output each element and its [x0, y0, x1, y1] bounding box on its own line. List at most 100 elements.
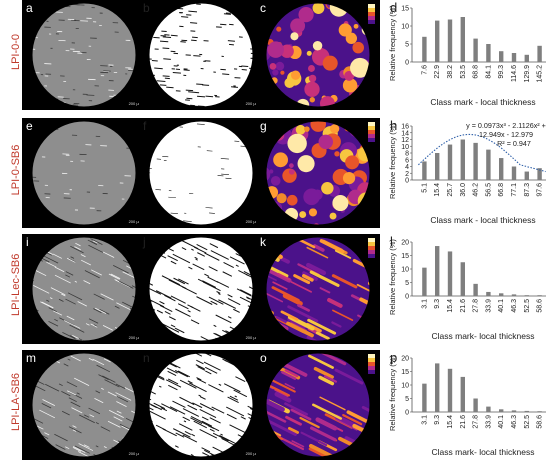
x-tick-label: 46.2: [473, 183, 480, 197]
x-tick-label: 3.1: [421, 415, 428, 425]
histogram-bar: [537, 45, 542, 62]
x-tick-label: 53.5: [460, 65, 467, 79]
x-tick-label: 56.5: [485, 183, 492, 197]
histogram-bar: [473, 38, 478, 62]
histogram-bar: [524, 54, 529, 62]
scale-bar-label: 200 µm: [128, 335, 142, 340]
histogram-bar: [435, 363, 440, 412]
histogram-bar: [447, 19, 453, 62]
histogram-bar: [473, 283, 478, 296]
x-tick-label: 99.3: [498, 65, 505, 79]
x-tick-label: 33.9: [485, 415, 492, 429]
histogram-bar: [435, 246, 440, 296]
sample-label: LPI-0-SB6: [10, 144, 22, 196]
y-tick-label: 0: [405, 410, 409, 417]
x-tick-label: 68.8: [473, 65, 480, 79]
binary-micrograph: n 200 µm: [139, 350, 263, 460]
panel-letter: m: [26, 351, 36, 365]
x-tick-label: 33.9: [485, 299, 492, 313]
histogram-bar: [460, 139, 465, 180]
histogram-bar: [422, 267, 427, 296]
y-tick-label: 5: [405, 280, 409, 287]
histogram-bar: [486, 44, 491, 62]
histogram-bar: [499, 293, 504, 296]
histogram-panel: l 0 5 10 15 20 Relative frequency (%) 3.1 9.3 15.…: [386, 234, 550, 344]
y-tick-label: 20: [401, 356, 409, 363]
y-tick-label: 15: [401, 6, 409, 13]
thickness-map: k: [256, 234, 380, 344]
histogram-bar: [486, 149, 491, 180]
histogram-bar: [460, 17, 465, 62]
panel-letter: o: [260, 351, 267, 365]
histogram-bar: [511, 410, 517, 412]
panel-letter: l: [390, 234, 393, 249]
x-tick-label: 9.3: [434, 415, 441, 425]
panel-letter: d: [390, 0, 398, 15]
grayscale-micrograph: i 200 µm: [22, 234, 146, 344]
histogram-bar: [460, 262, 465, 296]
x-tick-label: 77.1: [511, 183, 518, 197]
histogram-bar: [473, 398, 478, 412]
histogram-panel: d 0 5 10 15 Relative frequency (%) 7.6 22.9 38.2…: [386, 0, 550, 110]
x-tick-label: 129.9: [524, 65, 531, 83]
x-axis-label: Class mark - local thickness: [430, 215, 535, 225]
panel-letter: g: [260, 119, 267, 133]
y-axis-label: Relative frequency (%): [388, 239, 397, 315]
sample-label: LPI-LA-SB6: [10, 372, 22, 432]
scale-bar-label: 200 µm: [128, 101, 142, 106]
x-tick-label: 58.6: [537, 415, 544, 429]
sample-label: LPI-0-0: [10, 33, 22, 71]
x-tick-label: 21.6: [460, 299, 467, 313]
x-tick-label: 38.2: [447, 65, 454, 79]
x-tick-label: 87.3: [524, 183, 531, 197]
x-tick-label: 25.7: [447, 183, 454, 197]
histogram-chart: 0 5 10 15 Relative frequency (%) 7.6 22.9 38.2 5…: [388, 5, 546, 107]
trendline-equation: R² = 0.947: [497, 139, 531, 148]
x-tick-label: 5.1: [421, 183, 428, 193]
x-tick-label: 22.9: [434, 65, 441, 79]
histogram-bar: [499, 158, 504, 180]
y-tick-label: 6: [405, 157, 409, 164]
x-axis-label: Class mark- local thickness: [432, 447, 535, 457]
histogram-bar: [537, 168, 542, 180]
figure-row: LPI-LA-SB6 m 200 µm n 200 µm o p 0 5 10 15 20 Relati…: [0, 350, 550, 460]
histogram-bar: [486, 406, 491, 412]
y-tick-label: 10: [401, 24, 409, 31]
histogram-bar: [460, 376, 465, 412]
histogram-bar: [524, 410, 529, 412]
y-axis-label: Relative frequency (%): [388, 5, 397, 81]
x-tick-label: 40.1: [498, 415, 505, 429]
histogram-chart: 0 5 10 15 20 Relative frequency (%) 3.1 9.3 15.4…: [388, 239, 546, 341]
x-tick-label: 3.1: [421, 299, 428, 309]
panel-letter: b: [143, 1, 150, 15]
y-tick-label: 10: [401, 267, 409, 274]
panel-letter: f: [143, 119, 147, 133]
histogram-panel: h 0 2 4 6 8 10 12 14 16 Relative frequency (%) 5.1 1…: [386, 118, 550, 228]
thickness-map: g: [256, 118, 380, 228]
histogram-bar: [447, 144, 453, 180]
histogram-bar: [537, 411, 542, 412]
histogram-bar: [422, 161, 427, 180]
x-tick-label: 40.1: [498, 299, 505, 313]
panel-letter: h: [390, 118, 398, 133]
y-tick-label: 15: [401, 253, 409, 260]
x-tick-label: 52.5: [524, 415, 531, 429]
x-tick-label: 27.8: [473, 299, 480, 313]
x-tick-label: 84.1: [485, 65, 492, 79]
scale-bar-label: 200 µm: [245, 219, 259, 224]
histogram-bar: [447, 368, 453, 412]
histogram-bar: [524, 171, 529, 180]
figure-row: LPI-Lec-SB6 i 200 µm j 200 µm k l 0 5 10 15 20 Relat…: [0, 234, 550, 344]
y-tick-label: 10: [401, 144, 409, 151]
x-tick-label: 15.4: [447, 299, 454, 313]
panel-letter: i: [26, 235, 29, 249]
x-tick-label: 97.6: [537, 183, 544, 197]
y-axis-label: Relative frequency (%): [388, 123, 397, 199]
y-tick-label: 0: [405, 294, 409, 301]
x-tick-label: 21.6: [460, 415, 467, 429]
binary-micrograph: f 200 µm: [139, 118, 263, 228]
y-tick-label: 2: [405, 171, 409, 178]
histogram-bar: [422, 383, 427, 412]
histogram-bar: [511, 53, 517, 62]
y-tick-label: 20: [401, 240, 409, 247]
